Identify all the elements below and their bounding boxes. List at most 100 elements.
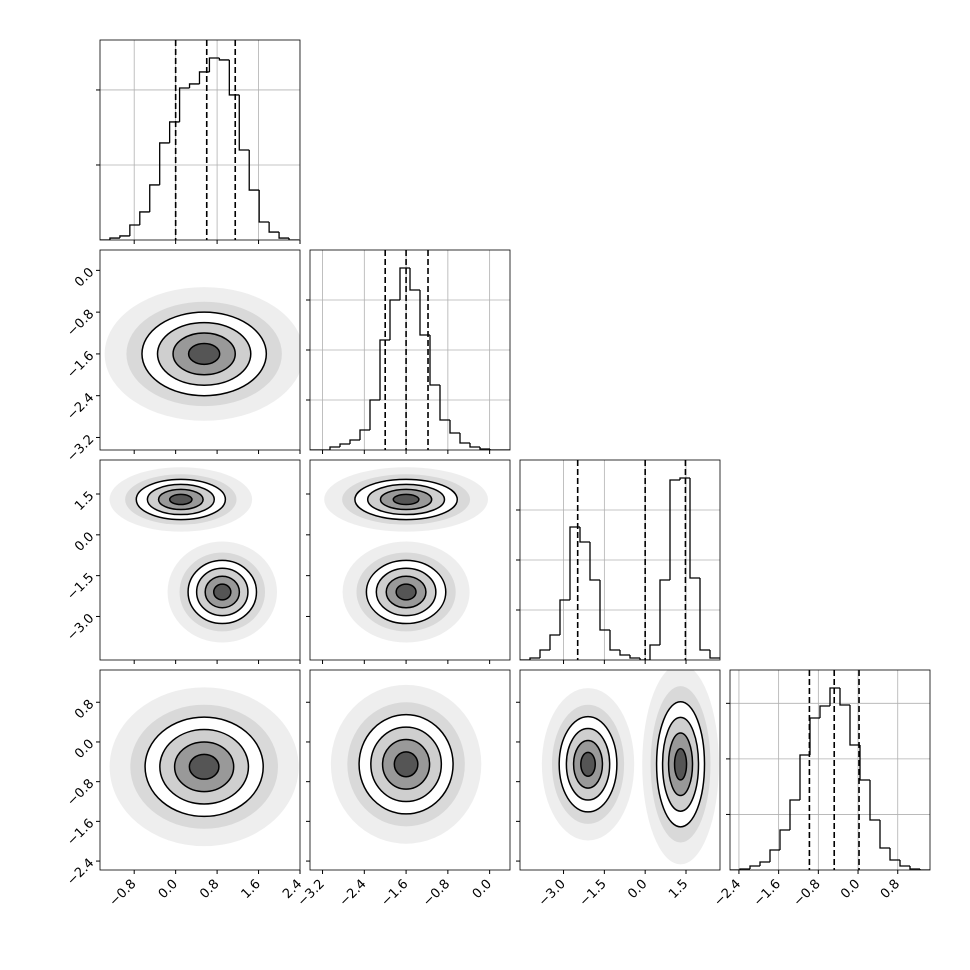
histogram-step <box>799 754 810 800</box>
panel-frame <box>309 249 511 451</box>
histogram-step <box>168 121 180 143</box>
x-tick-label: 0.0 <box>156 877 181 902</box>
histogram-step <box>429 335 440 386</box>
panel-content <box>310 250 510 450</box>
histogram-step <box>409 268 420 291</box>
histogram-step <box>659 579 670 645</box>
panel-frame <box>99 39 301 241</box>
panel-content <box>109 687 299 847</box>
histogram-step <box>198 71 210 84</box>
histogram-step <box>709 650 720 659</box>
histogram-step <box>218 58 230 61</box>
panel-content <box>520 460 720 660</box>
x-tick-label: −0.8 <box>791 877 824 910</box>
histogram-step <box>899 860 910 867</box>
histogram-step <box>288 238 299 240</box>
y-tick-label: −2.4 <box>64 856 97 889</box>
histogram-step <box>248 149 260 191</box>
histogram-step <box>589 542 600 581</box>
histogram-step <box>278 232 290 239</box>
histogram-step <box>529 657 540 660</box>
panel-content <box>109 467 277 643</box>
histogram-step <box>789 799 800 830</box>
histogram-step <box>258 190 270 223</box>
panel-content <box>541 670 719 865</box>
density-contour <box>395 583 417 601</box>
histogram-step <box>188 83 200 89</box>
y-tick-label: −3.2 <box>64 432 97 465</box>
panel-frame <box>729 669 931 871</box>
histogram-step <box>839 688 850 706</box>
histogram-step <box>919 869 930 870</box>
density-contour <box>580 751 596 777</box>
histogram-step <box>419 290 430 336</box>
panel-content <box>330 684 482 844</box>
x-tick-label: −3.0 <box>536 877 569 910</box>
panel-content <box>104 287 300 421</box>
histogram-step <box>609 630 620 651</box>
density-contour <box>168 493 193 506</box>
histogram-step <box>208 57 220 72</box>
histogram-step <box>639 658 650 660</box>
panel-frame <box>309 459 511 661</box>
histogram-step <box>268 221 280 233</box>
panel-frame <box>99 669 301 871</box>
histogram-step <box>649 644 660 660</box>
y-tick-label: −3.0 <box>64 611 97 644</box>
x-tick-label: −1.6 <box>751 877 784 910</box>
histogram-step <box>329 446 340 450</box>
y-tick-label: −1.5 <box>64 570 97 603</box>
histogram-step <box>879 820 890 849</box>
histogram-step <box>769 849 780 862</box>
y-tick-label: 0.0 <box>72 530 97 555</box>
x-tick-label: 0.0 <box>470 877 495 902</box>
histogram-step <box>449 420 460 434</box>
histogram-step <box>119 235 130 239</box>
histogram-step <box>559 599 570 635</box>
histogram-step <box>349 439 360 444</box>
x-tick-label: 0.8 <box>878 877 903 902</box>
panel-frame <box>519 669 721 871</box>
density-contour <box>392 493 420 506</box>
y-tick-label: 0.8 <box>72 697 97 722</box>
histogram-step <box>629 655 640 659</box>
histogram-step <box>549 634 560 650</box>
histogram-step <box>859 745 870 781</box>
y-tick-label: −0.8 <box>64 776 97 809</box>
histogram-step <box>819 705 830 718</box>
histogram-step <box>389 299 400 340</box>
histogram-step <box>399 267 410 300</box>
histogram-step <box>439 385 450 421</box>
histogram-step <box>699 578 710 651</box>
histogram-step <box>149 184 160 212</box>
histogram-step <box>159 142 170 185</box>
x-tick-label: −2.4 <box>337 877 370 910</box>
panel-frame <box>99 249 301 451</box>
x-tick-label: 0.0 <box>838 877 863 902</box>
histogram-step <box>679 477 690 480</box>
histogram-step <box>619 650 630 656</box>
density-contour <box>212 583 232 601</box>
y-tick-label: 0.0 <box>72 737 97 762</box>
x-tick-label: 1.6 <box>239 877 264 902</box>
histogram-step <box>569 526 580 600</box>
x-tick-label: 0.8 <box>197 877 222 902</box>
histogram-step <box>849 705 860 746</box>
histogram-step <box>479 447 490 450</box>
histogram-step <box>109 237 120 240</box>
histogram-step <box>178 87 190 122</box>
histogram-step <box>869 780 880 821</box>
histogram-step <box>889 848 900 861</box>
x-tick-label: −0.8 <box>420 877 453 910</box>
histogram-step <box>139 211 150 225</box>
panel-content <box>730 670 930 870</box>
histogram-step <box>759 861 770 866</box>
y-tick-label: −1.6 <box>64 816 97 849</box>
density-contour <box>393 751 419 778</box>
histogram-step <box>359 429 370 440</box>
histogram-step <box>749 865 760 869</box>
x-tick-label: −0.8 <box>107 877 140 910</box>
density-contour <box>673 747 688 781</box>
y-tick-label: 1.5 <box>72 489 97 514</box>
